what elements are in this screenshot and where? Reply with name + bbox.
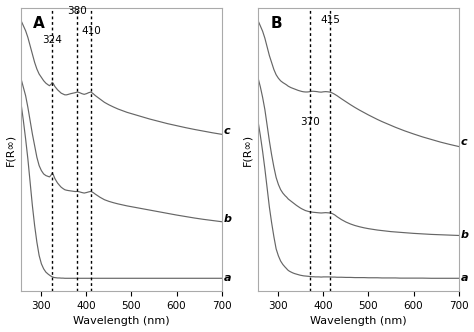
- Text: a: a: [461, 273, 468, 283]
- Y-axis label: F(R∞): F(R∞): [243, 133, 253, 166]
- Y-axis label: F(R∞): F(R∞): [6, 133, 16, 166]
- Text: a: a: [224, 273, 231, 283]
- X-axis label: Wavelength (nm): Wavelength (nm): [310, 316, 407, 326]
- Text: A: A: [33, 16, 45, 32]
- Text: 324: 324: [42, 35, 62, 45]
- Text: c: c: [224, 126, 230, 136]
- Text: 410: 410: [81, 26, 101, 36]
- Text: B: B: [270, 16, 282, 32]
- Text: 415: 415: [320, 15, 340, 25]
- Text: 380: 380: [67, 6, 87, 16]
- Text: b: b: [224, 214, 232, 224]
- Text: c: c: [461, 137, 467, 147]
- Text: 370: 370: [300, 117, 320, 127]
- Text: b: b: [461, 230, 469, 240]
- X-axis label: Wavelength (nm): Wavelength (nm): [73, 316, 170, 326]
